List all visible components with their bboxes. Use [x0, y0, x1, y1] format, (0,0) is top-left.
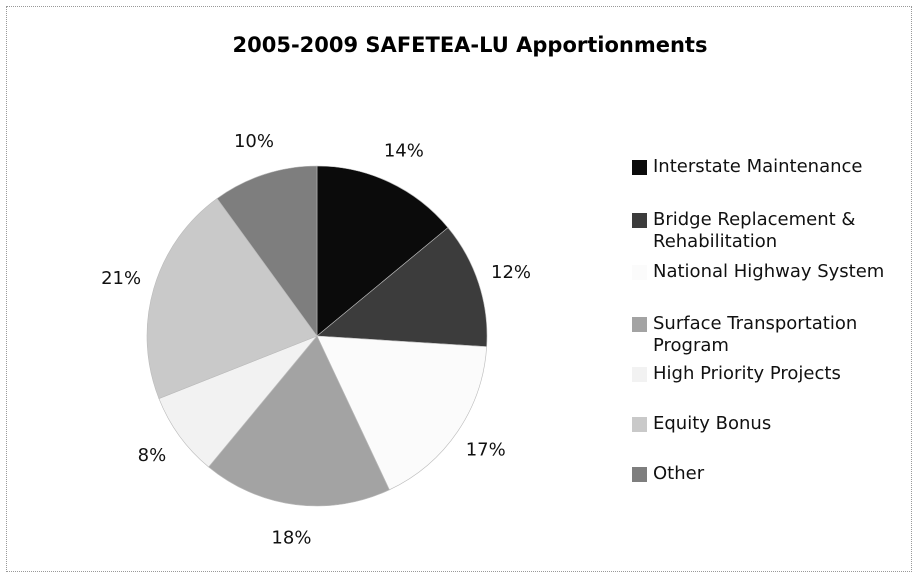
- data-label: 21%: [101, 268, 141, 289]
- pie-slice: [316, 227, 488, 347]
- legend-swatch: [632, 317, 647, 332]
- legend-swatch: [632, 417, 647, 432]
- legend-label: Surface Transportation Program: [653, 313, 858, 356]
- chart-frame: [6, 6, 912, 572]
- legend-item: Equity Bonus: [632, 413, 912, 435]
- legend-label: Other: [653, 463, 705, 484]
- data-label: 10%: [234, 131, 274, 152]
- pie-slice: [146, 198, 318, 399]
- legend-item: Other: [632, 463, 912, 485]
- data-label: 14%: [384, 140, 424, 161]
- data-label: 17%: [466, 440, 506, 461]
- legend-swatch: [632, 265, 647, 280]
- pie-slice: [208, 335, 390, 507]
- legend-item: Interstate Maintenance: [632, 156, 912, 178]
- legend-swatch: [632, 160, 647, 175]
- legend-label: Bridge Replacement & Rehabilitation: [653, 209, 856, 252]
- legend-label: High Priority Projects: [653, 363, 841, 384]
- data-label: 12%: [491, 262, 531, 283]
- legend-swatch: [632, 467, 647, 482]
- pie-slice: [316, 165, 449, 337]
- legend-item: High Priority Projects: [632, 363, 912, 385]
- legend-label: National Highway System: [653, 261, 885, 282]
- pie-slice: [216, 165, 318, 337]
- chart-title: 2005-2009 SAFETEA-LU Apportionments: [233, 33, 708, 57]
- legend-swatch: [632, 213, 647, 228]
- pie-slice: [316, 335, 487, 491]
- data-label: 8%: [138, 445, 167, 466]
- legend-swatch: [632, 367, 647, 382]
- legend-label: Equity Bonus: [653, 413, 772, 434]
- data-label: 18%: [271, 527, 311, 548]
- legend-item: Surface Transportation Program: [632, 313, 912, 357]
- legend-item: Bridge Replacement & Rehabilitation: [632, 209, 912, 253]
- legend-label: Interstate Maintenance: [653, 156, 863, 177]
- legend-item: National Highway System: [632, 261, 912, 283]
